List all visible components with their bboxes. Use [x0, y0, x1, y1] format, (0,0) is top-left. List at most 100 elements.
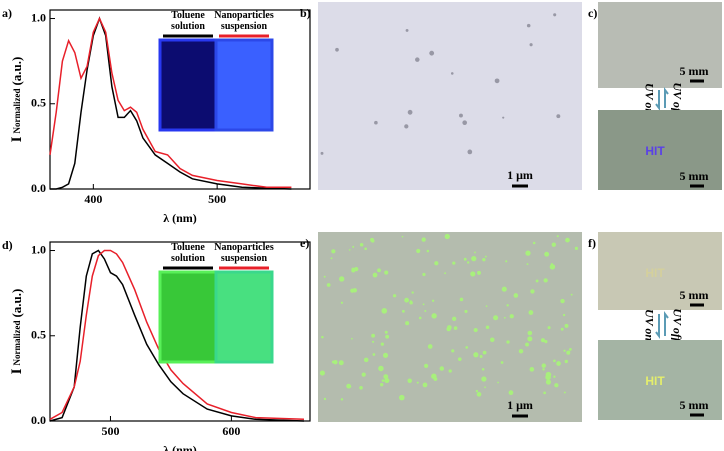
speck — [424, 310, 427, 313]
speck — [471, 255, 477, 262]
speck — [541, 363, 547, 368]
speck — [481, 368, 485, 371]
spectrum-line — [50, 16, 292, 190]
speck — [351, 337, 353, 340]
speck — [550, 263, 554, 266]
speck — [374, 120, 378, 125]
speck — [482, 350, 487, 355]
y-label-sub: Normalized — [12, 321, 22, 366]
speck — [564, 359, 568, 364]
speck — [424, 363, 429, 369]
speck — [431, 313, 437, 319]
speck — [459, 297, 464, 302]
speck — [477, 270, 481, 275]
speck — [407, 378, 412, 383]
speck — [479, 355, 483, 358]
speck — [451, 316, 457, 321]
speck — [363, 357, 369, 363]
scale-label: 1 μm — [507, 168, 533, 182]
speck — [383, 374, 389, 380]
logo: HIT — [645, 374, 665, 388]
speck — [530, 289, 535, 294]
speck — [404, 124, 409, 129]
speck — [384, 330, 388, 334]
speck — [319, 370, 325, 376]
speck — [405, 321, 410, 326]
y-tick-label: 1.0 — [31, 10, 46, 24]
speck — [401, 309, 405, 313]
speck — [485, 305, 488, 307]
legend-label: Nanoparticles suspension — [214, 242, 274, 264]
speck — [404, 297, 410, 303]
speck — [418, 316, 422, 320]
speck — [359, 242, 364, 247]
speck — [506, 304, 509, 307]
speck — [466, 261, 470, 264]
y-tick-label: 0.0 — [31, 413, 46, 427]
speck — [526, 23, 531, 28]
speck — [352, 245, 355, 248]
scale-label: 5 mm — [680, 169, 709, 183]
legend-label: Toluene solution — [171, 242, 205, 264]
speck — [545, 379, 552, 385]
speck — [473, 352, 479, 358]
speck — [448, 369, 452, 373]
speck — [359, 385, 363, 390]
logo: HIT — [645, 144, 665, 158]
speck — [465, 346, 469, 349]
speck — [348, 249, 351, 251]
speck — [562, 313, 566, 317]
speck — [528, 310, 534, 315]
x-tick-label: 600 — [222, 424, 240, 438]
uv-label: UV on — [642, 309, 656, 341]
legend-label: Toluene solution — [171, 10, 205, 32]
speck — [570, 293, 573, 296]
plot-frame — [49, 241, 311, 422]
speck — [484, 255, 487, 258]
speck — [340, 398, 344, 401]
panel-label: c) — [588, 6, 597, 20]
panel-f: f) HIT 5 mm UV on UV off HIT 5 mm — [588, 232, 722, 420]
speck — [556, 361, 561, 366]
speck — [364, 247, 368, 251]
switch-arrows — [655, 87, 669, 111]
speck — [526, 263, 529, 266]
speck — [565, 237, 570, 243]
speck — [433, 377, 438, 381]
y-label-main: I — [9, 136, 25, 142]
speck — [323, 397, 327, 401]
speck — [525, 342, 529, 347]
panel-label: f) — [588, 236, 596, 250]
speck — [320, 151, 324, 155]
speck — [422, 303, 425, 306]
panel-label: a) — [2, 6, 12, 20]
speck — [335, 47, 339, 52]
speck — [434, 261, 439, 266]
speck — [545, 253, 549, 257]
micrograph — [318, 2, 582, 190]
speck — [518, 348, 524, 354]
speck — [384, 378, 390, 384]
speck — [377, 268, 381, 273]
spectrum-line — [49, 16, 292, 189]
speck — [569, 348, 572, 351]
speck — [340, 301, 344, 304]
speck — [543, 391, 547, 395]
uv-label: UV on — [642, 83, 656, 115]
scale-label: 5 mm — [680, 398, 709, 412]
speck — [485, 325, 490, 329]
y-label-main: I — [9, 368, 25, 374]
photo — [598, 340, 722, 420]
speck — [459, 113, 463, 118]
panel-label: e) — [300, 236, 309, 250]
scale-label: 5 mm — [680, 64, 709, 78]
speck — [535, 279, 539, 283]
x-axis-label: λ (nm) — [163, 443, 197, 451]
speck — [416, 381, 419, 384]
uv-label: UV off — [670, 308, 684, 342]
speck — [422, 382, 428, 388]
y-tick-label: 0.0 — [31, 181, 46, 195]
speck — [422, 272, 426, 277]
speck — [384, 270, 389, 275]
